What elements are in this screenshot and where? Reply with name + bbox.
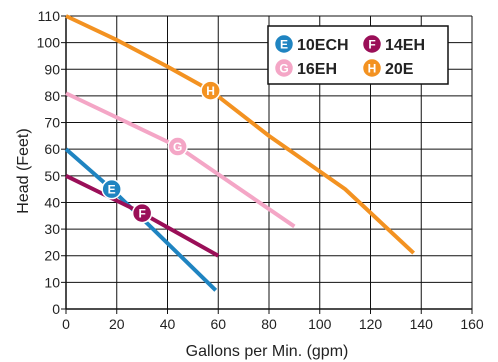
badge-legend-10ECH: E — [273, 33, 295, 55]
axes — [61, 15, 473, 314]
x-tick-label: 40 — [160, 316, 176, 332]
badge-letter: G — [173, 140, 182, 154]
tick-labels: 0 20 40 60 80 100 120 140 160 0 10 20 30 40 50 60 70 80 90… — [37, 8, 484, 332]
badge-letter: F — [138, 207, 145, 221]
y-tick-label: 60 — [44, 141, 60, 157]
badge-circle — [131, 202, 153, 224]
y-tick-label: 40 — [44, 194, 60, 210]
badge-letter: H — [368, 62, 377, 76]
y-tick-label: 70 — [44, 115, 60, 131]
badge-circle — [200, 80, 221, 101]
badge-circle — [273, 57, 295, 79]
badge-letter: G — [279, 62, 288, 76]
badge-circle — [167, 136, 188, 157]
x-tick-label: 100 — [308, 316, 332, 332]
badge-marker-20E: H — [200, 80, 221, 101]
badge-circle — [361, 57, 383, 79]
badge-letter: F — [368, 38, 375, 52]
series-markers: E F G H — [101, 80, 221, 224]
y-axis-title: Head (Feet) — [15, 128, 32, 213]
badge-marker-16EH: G — [167, 136, 188, 157]
legend-label-10ECH: 10ECH — [297, 37, 349, 54]
y-tick-label: 90 — [44, 61, 60, 77]
badge-letter: H — [206, 84, 215, 98]
badge-legend-14EH: F — [361, 33, 383, 55]
badge-marker-10ECH: E — [101, 178, 122, 200]
badge-circle — [361, 33, 383, 55]
badge-circle — [273, 33, 295, 55]
x-tick-label: 120 — [359, 316, 383, 332]
badge-legend-20E: H — [361, 57, 383, 79]
y-tick-label: 30 — [44, 221, 60, 237]
badge-legend-16EH: G — [273, 57, 295, 79]
badge-circle — [101, 178, 122, 200]
x-tick-label: 160 — [460, 316, 484, 332]
legend-label-14EH: 14EH — [385, 37, 425, 54]
badge-letter: E — [280, 38, 288, 52]
y-tick-label: 10 — [44, 274, 60, 290]
x-axis-title: Gallons per Min. (gpm) — [186, 343, 349, 360]
y-tick-label: 100 — [37, 35, 61, 51]
x-tick-label: 60 — [210, 316, 226, 332]
x-tick-label: 0 — [62, 316, 70, 332]
y-tick-label: 80 — [44, 88, 60, 104]
series-line-16EH — [65, 91, 296, 229]
y-tick-label: 0 — [52, 301, 60, 317]
y-tick-label: 20 — [44, 248, 60, 264]
legend: E 10ECH F 14EH G 16EH H 20E — [267, 25, 449, 85]
x-tick-label: 140 — [410, 316, 434, 332]
x-tick-label: 80 — [261, 316, 277, 332]
y-tick-label: 110 — [38, 8, 61, 24]
badge-marker-14EH: F — [131, 202, 153, 224]
y-tick-label: 50 — [44, 168, 60, 184]
legend-box — [267, 25, 449, 85]
legend-label-16EH: 16EH — [297, 61, 337, 78]
x-tick-label: 20 — [109, 316, 125, 332]
legend-label-20E: 20E — [385, 61, 414, 78]
badge-letter: E — [108, 183, 116, 197]
